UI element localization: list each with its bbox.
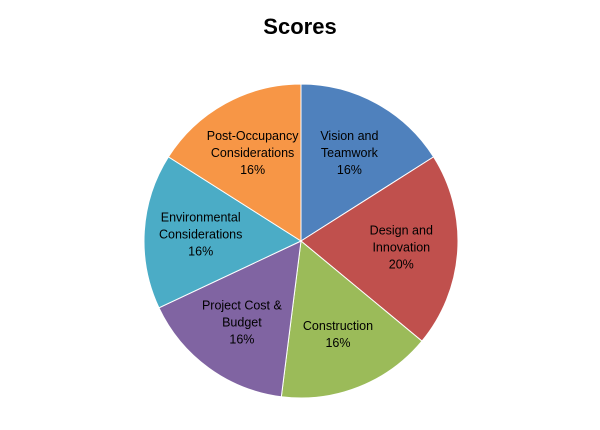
slice-label: Vision and Teamwork 16% (320, 129, 378, 177)
slice-label: Construction 16% (303, 319, 373, 350)
slice-category-label: Considerations (159, 228, 242, 242)
pie-slices (143, 83, 459, 399)
slice-category-label: Environmental (161, 211, 241, 225)
pie-slice (167, 83, 302, 242)
slice-percent-label: 20% (389, 257, 414, 271)
slice-label: Design and Innovation 20% (370, 223, 433, 271)
slice-category-label: Teamwork (321, 146, 379, 160)
pie-slice (158, 240, 302, 398)
slice-category-label: Project Cost & (202, 298, 283, 312)
pie-labels: Vision and Teamwork 16% Design and Innovatio… (159, 129, 433, 350)
slice-category-label: Design and (370, 223, 433, 237)
slice-percent-label: 16% (188, 245, 213, 259)
slice-percent-label: 16% (240, 163, 265, 177)
slice-label: Post-Occupancy Considerations 16% (207, 129, 299, 177)
slice-category-label: Vision and (320, 129, 378, 143)
slice-category-label: Post-Occupancy (207, 129, 299, 143)
slice-category-label: Budget (222, 315, 262, 329)
pie-slice (300, 156, 459, 342)
pie-slice (143, 156, 303, 309)
slice-percent-label: 16% (229, 332, 254, 346)
slice-category-label: Considerations (211, 146, 294, 160)
pie-slice (300, 83, 435, 242)
slice-category-label: Innovation (372, 240, 430, 254)
pie-slice (280, 240, 423, 399)
slice-category-label: Construction (303, 319, 373, 333)
slice-percent-label: 16% (337, 163, 362, 177)
slice-label: Project Cost & Budget 16% (202, 298, 283, 346)
slice-percent-label: 16% (325, 336, 350, 350)
chart-title: Scores (263, 14, 336, 39)
slice-label: Environmental Considerations 16% (159, 211, 242, 259)
